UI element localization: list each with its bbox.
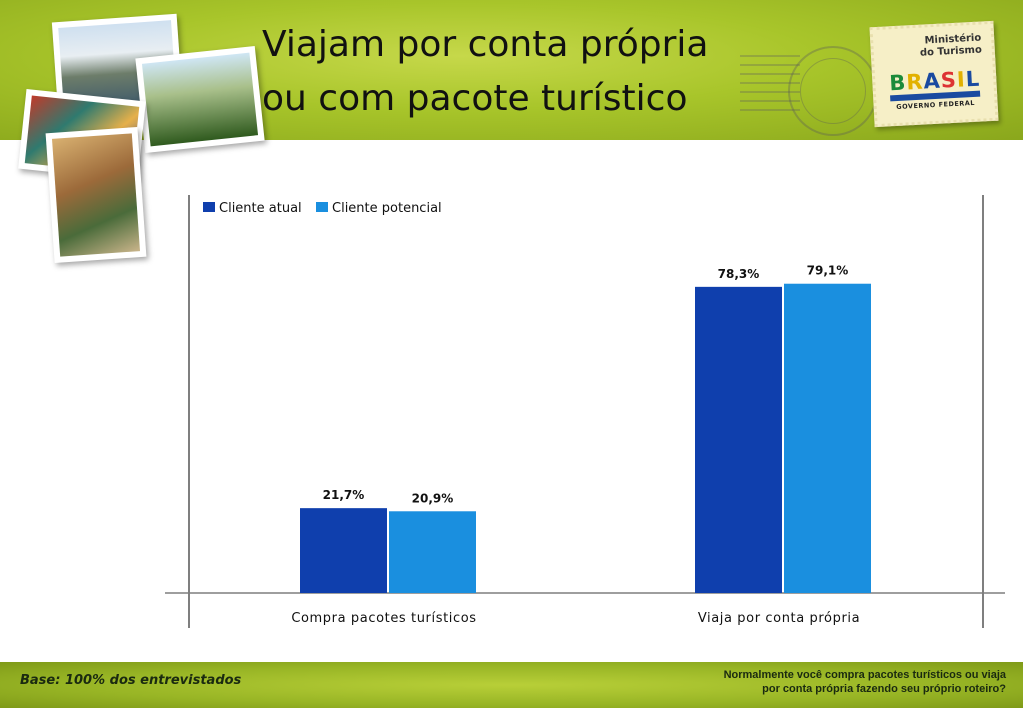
footer-band — [0, 662, 1023, 708]
base-note: Base: 100% dos entrevistados — [20, 673, 242, 688]
chart-bars: 21,7% 20,9% 78,3% 79,1% — [300, 264, 871, 593]
category-label-1: Compra pacotes turísticos — [291, 611, 476, 626]
title-line-2: ou com pacote turístico — [262, 78, 688, 119]
bar-2-1 — [695, 286, 782, 593]
legend-label-2: Cliente potencial — [332, 201, 442, 216]
value-label-1-1: 21,7% — [323, 488, 365, 502]
bar-2-2 — [784, 283, 871, 593]
bar-1-1 — [300, 508, 387, 593]
value-label-2-1: 78,3% — [718, 267, 760, 281]
survey-question: Normalmente você compra pacotes turístic… — [646, 668, 1006, 696]
legend-swatch-2 — [316, 202, 328, 212]
bar-1-2 — [389, 511, 476, 593]
page-title: Viajam por conta própria ou com pacote t… — [262, 18, 742, 126]
value-label-1-2: 20,9% — [412, 491, 454, 505]
category-label-2: Viaja por conta própria — [698, 611, 860, 626]
title-line-1: Viajam por conta própria — [262, 24, 709, 65]
chart-legend: Cliente atual Cliente potencial — [203, 201, 442, 216]
legend-label-1: Cliente atual — [219, 201, 302, 216]
value-label-2-2: 79,1% — [807, 264, 849, 278]
survey-question-line-1: Normalmente você compra pacotes turístic… — [723, 669, 1006, 681]
survey-question-line-2: por conta própria fazendo seu próprio ro… — [762, 683, 1006, 695]
legend-swatch-1 — [203, 202, 215, 212]
chart-categories: Compra pacotes turísticos Viaja por conta… — [291, 611, 860, 626]
